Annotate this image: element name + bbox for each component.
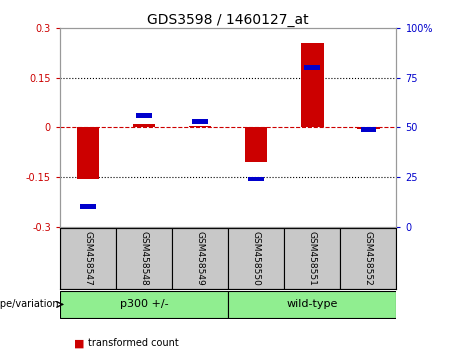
Text: GSM458552: GSM458552: [364, 231, 373, 286]
Text: genotype/variation: genotype/variation: [0, 299, 59, 309]
Bar: [361, 127, 376, 132]
Bar: [248, 177, 264, 182]
Text: wild-type: wild-type: [287, 299, 338, 309]
Bar: [192, 119, 208, 124]
Text: transformed count: transformed count: [88, 338, 178, 348]
Bar: [133, 124, 155, 127]
Text: ■: ■: [74, 338, 84, 348]
Bar: [116, 228, 172, 289]
Text: GSM458548: GSM458548: [140, 231, 148, 286]
Bar: [284, 228, 340, 289]
Title: GDS3598 / 1460127_at: GDS3598 / 1460127_at: [148, 13, 309, 27]
Bar: [228, 291, 396, 318]
Bar: [60, 291, 228, 318]
Bar: [136, 113, 152, 118]
Text: GSM458547: GSM458547: [83, 231, 93, 286]
Bar: [301, 43, 324, 127]
Bar: [228, 228, 284, 289]
Bar: [80, 204, 96, 209]
Bar: [304, 65, 320, 70]
Text: GSM458549: GSM458549: [195, 231, 205, 286]
Text: GSM458551: GSM458551: [308, 231, 317, 286]
Bar: [357, 127, 379, 129]
Text: p300 +/-: p300 +/-: [120, 299, 168, 309]
Bar: [172, 228, 228, 289]
Bar: [60, 228, 116, 289]
Bar: [340, 228, 396, 289]
Bar: [189, 126, 211, 127]
Text: GSM458550: GSM458550: [252, 231, 261, 286]
Bar: [77, 127, 99, 179]
Bar: [245, 127, 267, 162]
